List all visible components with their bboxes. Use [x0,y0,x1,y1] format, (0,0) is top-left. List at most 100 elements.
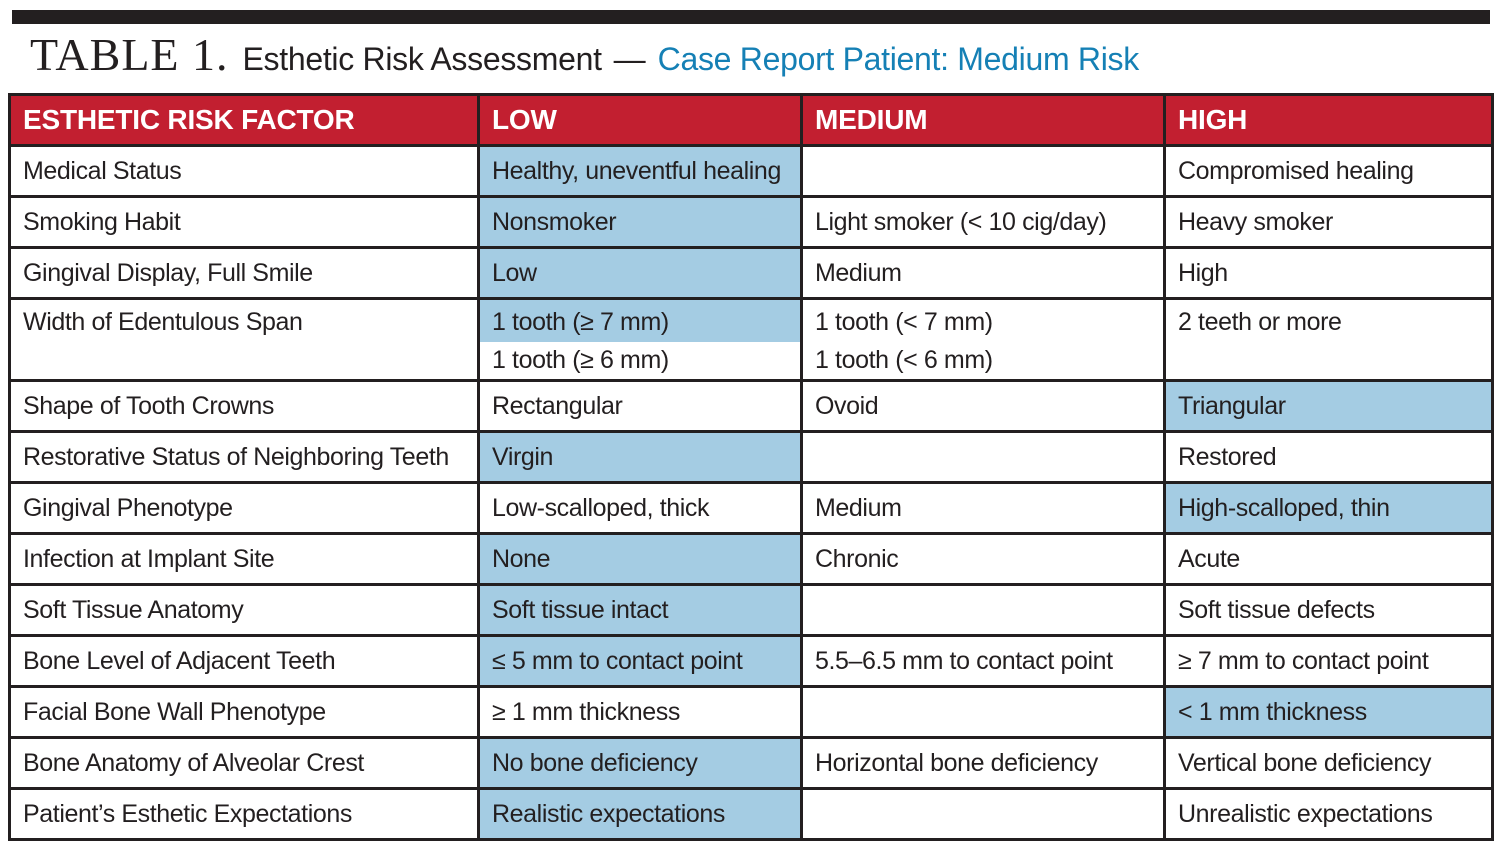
medium-cell: Chronic [800,532,1166,586]
risk-factor-label-text: Shape of Tooth Crowns [13,391,476,421]
high-value-text: ≥ 7 mm to contact point [1168,646,1490,676]
risk-factor-cell: Facial Bone Wall Phenotype [8,685,480,739]
risk-factor-label-line: Shape of Tooth Crowns [23,392,275,420]
high-value-line: Compromised healing [1178,157,1414,185]
risk-factor-label-text: Patient’s Esthetic Expectations [13,799,476,829]
medium-value-text: 5.5–6.5 mm to contact point [805,646,1162,676]
low-cell: Low [477,246,803,300]
high-value-text: < 1 mm thickness [1168,697,1490,727]
risk-factor-label-text: Restorative Status of Neighboring Teeth [13,442,476,472]
table-row: Medical Status Healthy, uneventful heali… [8,144,1494,198]
low-value-line: Virgin [492,443,554,471]
medium-value-line: Chronic [815,545,899,573]
risk-factor-label-line: Soft Tissue Anatomy [23,596,244,624]
low-value-text: None [482,544,799,574]
medium-value-text: Light smoker (< 10 cig/day) [805,207,1162,237]
risk-factor-label-text: Width of Edentulous Span [13,302,476,342]
medium-cell [800,583,1166,637]
table-row: Infection at Implant Site None Chronic A… [8,532,1494,586]
high-value-text: Soft tissue defects [1168,595,1490,625]
medium-value-line: Medium [815,494,902,522]
risk-factor-label-line: Smoking Habit [23,208,181,236]
risk-factor-label-line: Gingival Phenotype [23,494,233,522]
medium-cell [800,685,1166,739]
low-cell: Low-scalloped, thick [477,481,803,535]
high-value-text: High-scalloped, thin [1168,493,1490,523]
low-value-line: No bone deficiency [492,749,698,777]
low-cell: None [477,532,803,586]
esthetic-risk-table: ESTHETIC RISK FACTOR LOW MEDIUM HIGH Med… [8,93,1494,841]
high-cell: Unrealistic expectations [1163,787,1494,841]
table-row: Smoking Habit Nonsmoker Light smoker (< … [8,195,1494,249]
medium-value-line: Medium [815,259,902,287]
high-value-line: Vertical bone deficiency [1178,749,1432,777]
risk-factor-label-text: Soft Tissue Anatomy [13,595,476,625]
high-value-text: High [1168,258,1490,288]
medium-cell [800,144,1166,198]
table-body: Medical Status Healthy, uneventful heali… [8,144,1494,841]
table-title: TABLE 1. Esthetic Risk Assessment — Case… [30,28,1490,90]
risk-factor-label-line: Medical Status [23,157,182,185]
risk-factor-label-line: Facial Bone Wall Phenotype [23,698,326,726]
risk-factor-label-text: Gingival Display, Full Smile [13,258,476,288]
low-cell: Rectangular [477,379,803,433]
medium-cell: 5.5–6.5 mm to contact point [800,634,1166,688]
table-row: Soft Tissue Anatomy Soft tissue intact S… [8,583,1494,637]
low-value-text: Soft tissue intact [482,595,799,625]
low-value-text: Rectangular [482,391,799,421]
table-row: Width of Edentulous Span 1 tooth (≥ 7 mm… [8,297,1494,382]
medium-value-line: 1 tooth (< 6 mm) [815,346,993,374]
high-value-line: Soft tissue defects [1178,596,1375,624]
low-cell: Realistic expectations [477,787,803,841]
medium-value-text: Medium [805,493,1162,523]
high-value-text: Vertical bone deficiency [1168,748,1490,778]
high-cell: Acute [1163,532,1494,586]
high-cell: Vertical bone deficiency [1163,736,1494,790]
risk-factor-cell: Gingival Display, Full Smile [8,246,480,300]
risk-factor-label-line: Bone Level of Adjacent Teeth [23,647,336,675]
high-value-line: < 1 mm thickness [1178,698,1367,726]
low-cell: No bone deficiency [477,736,803,790]
title-dash: — [613,41,646,77]
low-value-line: Realistic expectations [492,800,725,828]
low-value-text: Realistic expectations [482,799,799,829]
risk-factor-label-line: Gingival Display, Full Smile [23,259,313,287]
column-header-medium: MEDIUM [800,93,1166,147]
high-cell: < 1 mm thickness [1163,685,1494,739]
high-cell: Compromised healing [1163,144,1494,198]
medium-value-line: Light smoker (< 10 cig/day) [815,208,1107,236]
risk-factor-cell: Soft Tissue Anatomy [8,583,480,637]
low-value-line: Healthy, uneventful healing [492,157,781,185]
risk-factor-label-text: Smoking Habit [13,207,476,237]
medium-value-text: Chronic [805,544,1162,574]
low-value-text: Low [482,258,799,288]
low-value-text: 1 tooth (≥ 7 mm) 1 tooth (≥ 6 mm) [482,302,799,378]
medium-cell: Medium [800,246,1166,300]
low-cell: ≥ 1 mm thickness [477,685,803,739]
medium-value-text: Ovoid [805,391,1162,421]
low-value-line: ≤ 5 mm to contact point [492,647,743,675]
risk-factor-cell: Smoking Habit [8,195,480,249]
high-cell: High-scalloped, thin [1163,481,1494,535]
low-value-line: Low [492,259,537,287]
risk-factor-cell: Infection at Implant Site [8,532,480,586]
table-heading: Esthetic Risk Assessment [242,41,602,77]
column-header-low: LOW [477,93,803,147]
risk-factor-label-line: Width of Edentulous Span [23,308,303,336]
partial-highlight-band [481,301,799,342]
medium-cell: Ovoid [800,379,1166,433]
low-value-line: Nonsmoker [492,208,617,236]
low-value-line: None [492,545,551,573]
medium-value-line: Horizontal bone deficiency [815,749,1098,777]
high-value-line: Heavy smoker [1178,208,1333,236]
low-value-text: ≤ 5 mm to contact point [482,646,799,676]
table-row: Facial Bone Wall Phenotype ≥ 1 mm thickn… [8,685,1494,739]
risk-factor-cell: Shape of Tooth Crowns [8,379,480,433]
table-row: Bone Anatomy of Alveolar Crest No bone d… [8,736,1494,790]
high-value-line: ≥ 7 mm to contact point [1178,647,1429,675]
risk-factor-cell: Medical Status [8,144,480,198]
table-number-label: TABLE 1. [30,29,229,80]
low-cell: Virgin [477,430,803,484]
low-value-line: Rectangular [492,392,623,420]
